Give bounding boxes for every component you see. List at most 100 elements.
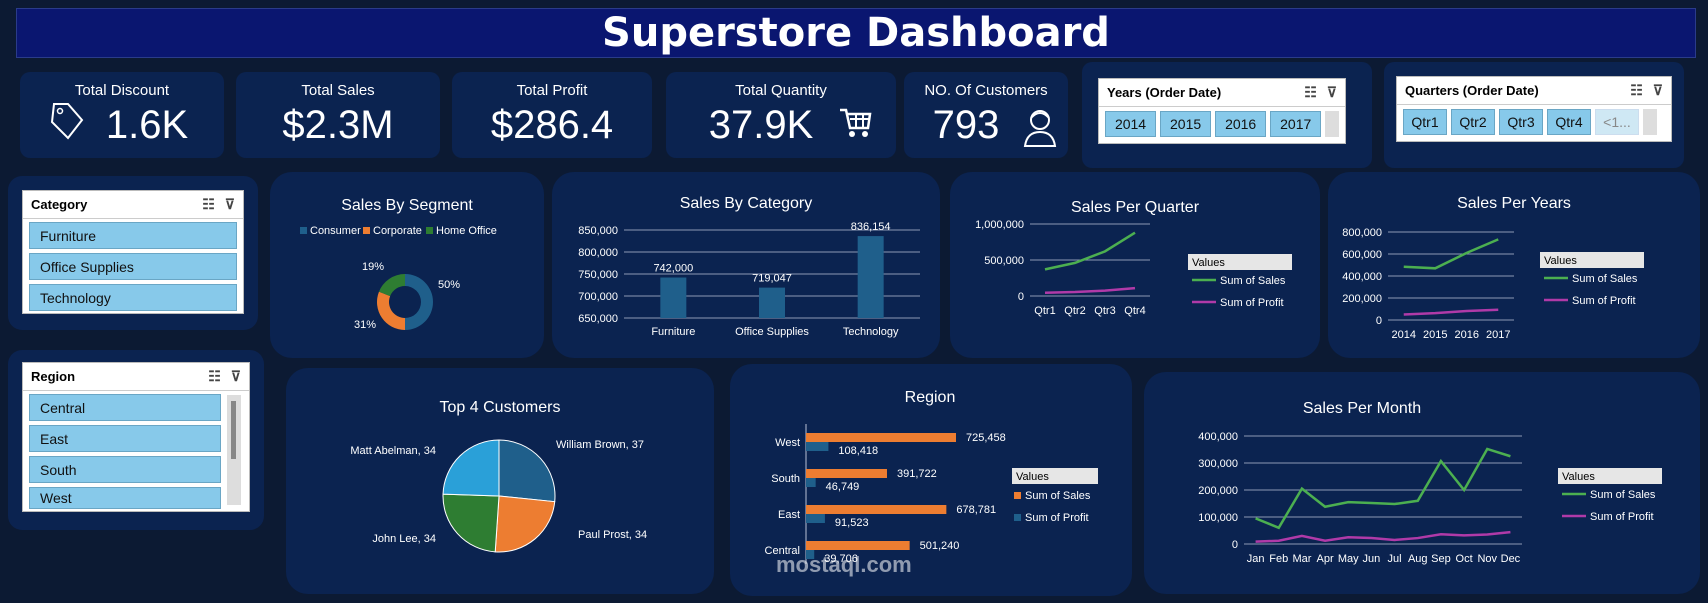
kpi-customers: NO. Of Customers 793 <box>904 72 1068 158</box>
slicer-scrollbar[interactable] <box>227 395 241 505</box>
legend-swatch <box>300 227 307 234</box>
donut-slice <box>377 291 405 330</box>
slicer-header: Category ☷ ⊽ <box>23 191 243 219</box>
chart-title: Sales Per Years <box>1457 195 1571 212</box>
legend-label: Consumer <box>310 225 361 237</box>
donut-slice <box>378 274 405 297</box>
slicer-title: Region <box>31 369 76 384</box>
legend-title: Values <box>1562 471 1595 483</box>
pie-slice <box>494 495 556 553</box>
x-tick-label: Jan <box>1247 553 1265 565</box>
slicer-item-qtr2[interactable]: Qtr2 <box>1451 109 1495 135</box>
y-tick-label: 400,000 <box>1342 271 1382 283</box>
slicer-item-qtr3[interactable]: Qtr3 <box>1499 109 1543 135</box>
slicer-scrollbar[interactable] <box>1325 111 1339 137</box>
x-tick-label: Office Supplies <box>735 326 809 338</box>
legend-label: Corporate <box>373 225 422 237</box>
y-tick-label: 400,000 <box>1198 431 1238 443</box>
legend-label: Sum of Sales <box>1220 275 1286 287</box>
slicer-item-2015[interactable]: 2015 <box>1160 111 1212 137</box>
kpi-label: NO. Of Customers <box>924 82 1048 99</box>
bar <box>759 287 785 318</box>
legend-label: Sum of Profit <box>1590 511 1654 523</box>
region-slicer: Region ☷ ⊽ Central East South West <box>22 362 250 512</box>
kpi-label: Total Quantity <box>735 82 827 99</box>
legend-header <box>1188 254 1292 270</box>
bar-profit <box>806 442 829 451</box>
top-customers-chart: Top 4 Customers William Brown, 37 Paul Pro… <box>350 399 647 553</box>
x-tick-label: Apr <box>1317 553 1334 565</box>
y-tick-label: 800,000 <box>578 247 618 259</box>
multi-select-icon[interactable]: ☷ <box>1304 84 1317 100</box>
clear-filter-icon[interactable]: ⊽ <box>224 196 235 212</box>
data-label: 19% <box>362 261 384 273</box>
y-tick-label: 700,000 <box>578 291 618 303</box>
x-tick-label: Qtr3 <box>1094 305 1115 317</box>
slicer-item-2014[interactable]: 2014 <box>1105 111 1157 137</box>
data-label: 50% <box>438 279 460 291</box>
donut-slice <box>405 274 433 330</box>
x-tick-label: Sep <box>1431 553 1451 565</box>
slicer-items: 2014 2015 2016 2017 <box>1099 107 1345 141</box>
y-tick-label: 0 <box>1376 315 1382 327</box>
data-label: 39,706 <box>824 553 858 565</box>
slicer-title: Quarters (Order Date) <box>1405 83 1539 98</box>
quarters-slicer: Quarters (Order Date) ☷ ⊽ Qtr1 Qtr2 Qtr3 … <box>1396 76 1672 142</box>
slicer-title: Years (Order Date) <box>1107 85 1222 100</box>
slicer-item-2017[interactable]: 2017 <box>1270 111 1322 137</box>
slicer-item-east[interactable]: East <box>29 425 221 452</box>
series-line <box>1255 530 1511 543</box>
sales-per-quarter-chart: Sales Per Quarter 0 500,000 1,000,000 Qtr1 Qt… <box>975 199 1292 317</box>
kpi-label: Total Sales <box>301 82 375 99</box>
x-tick-label: Qtr4 <box>1124 305 1145 317</box>
slicer-item-2016[interactable]: 2016 <box>1215 111 1267 137</box>
slicer-scrollbar[interactable] <box>1643 109 1657 135</box>
bar-sales <box>806 433 956 442</box>
legend-header <box>1558 468 1662 484</box>
slicer-item-technology[interactable]: Technology <box>29 284 237 311</box>
slicer-item-central[interactable]: Central <box>29 394 221 421</box>
slicer-item-south[interactable]: South <box>29 456 221 483</box>
legend-swatch <box>426 227 433 234</box>
scrollbar-thumb[interactable] <box>231 401 236 459</box>
legend-label: Home Office <box>436 225 497 237</box>
clear-filter-icon[interactable]: ⊽ <box>230 368 241 384</box>
category-slicer-card: Category ☷ ⊽ Furniture Office Supplies Te… <box>8 176 258 330</box>
legend-label: Sum of Sales <box>1025 490 1091 502</box>
bar-sales <box>806 541 910 550</box>
shopping-cart-icon <box>840 108 872 137</box>
slicer-item-furniture[interactable]: Furniture <box>29 222 237 249</box>
slicer-item-other[interactable]: <1... <box>1595 109 1639 135</box>
slicer-item-qtr4[interactable]: Qtr4 <box>1547 109 1591 135</box>
clear-filter-icon[interactable]: ⊽ <box>1652 82 1663 98</box>
legend-swatch <box>363 227 370 234</box>
sales-by-category-card: Sales By Category 650,000 700,000 750,000 80… <box>552 172 940 358</box>
y-tick-label: 500,000 <box>984 255 1024 267</box>
multi-select-icon[interactable]: ☷ <box>208 368 221 384</box>
bar-sales <box>806 469 887 478</box>
legend-label: Sum of Sales <box>1572 273 1638 285</box>
bar <box>660 277 687 318</box>
y-tick-label: 850,000 <box>578 225 618 237</box>
slicer-items: Qtr1 Qtr2 Qtr3 Qtr4 <1... <box>1397 105 1671 139</box>
data-label: 501,240 <box>920 540 960 552</box>
legend-label: Sum of Profit <box>1220 297 1284 309</box>
slicer-item-qtr1[interactable]: Qtr1 <box>1403 109 1447 135</box>
clear-filter-icon[interactable]: ⊽ <box>1326 84 1337 100</box>
watermark: mostaql.com <box>776 552 912 577</box>
legend-label: Sum of Sales <box>1590 489 1656 501</box>
x-tick-label: Jul <box>1388 553 1402 565</box>
x-tick-label: 2016 <box>1455 329 1479 341</box>
multi-select-icon[interactable]: ☷ <box>1630 82 1643 98</box>
slicer-item-office-supplies[interactable]: Office Supplies <box>29 253 237 280</box>
slicer-item-west[interactable]: West <box>29 487 221 509</box>
chart-title: Sales Per Quarter <box>1071 199 1200 216</box>
price-tag-icon <box>50 103 84 140</box>
series-line <box>1403 308 1499 316</box>
multi-select-icon[interactable]: ☷ <box>202 196 215 212</box>
y-tick-label: 0 <box>1018 291 1024 303</box>
bar-profit <box>806 478 816 487</box>
data-label: 678,781 <box>956 504 996 516</box>
data-label: 391,722 <box>897 468 937 480</box>
data-label: Paul Prost, 34 <box>578 529 647 541</box>
